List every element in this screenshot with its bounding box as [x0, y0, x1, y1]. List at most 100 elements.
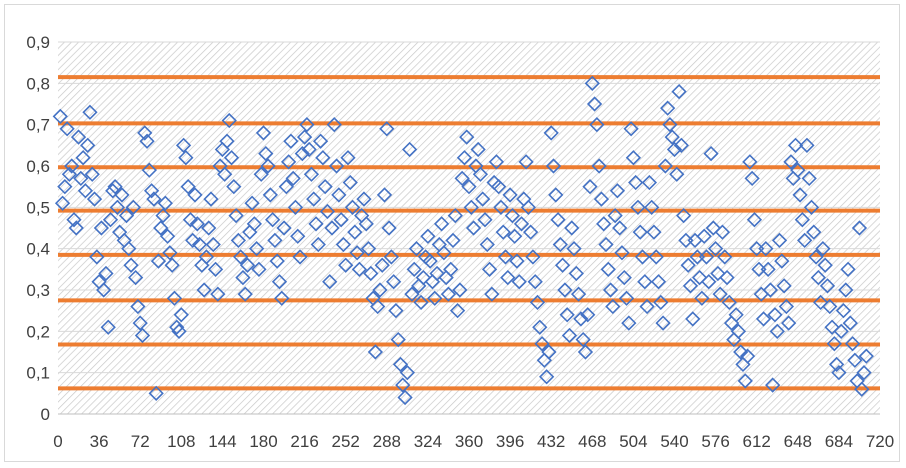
- x-tick-label: 468: [578, 432, 606, 451]
- data-point: [159, 228, 176, 244]
- data-point: [372, 282, 388, 298]
- data-point: [707, 241, 724, 257]
- data-point: [351, 261, 368, 277]
- data-point: [175, 137, 192, 153]
- data-point: [196, 282, 212, 298]
- data-point: [854, 381, 870, 397]
- y-tick-label: 0,9: [26, 33, 50, 52]
- y-tick-label: 0,6: [26, 157, 50, 176]
- data-point: [781, 315, 797, 331]
- data-point: [728, 307, 744, 323]
- data-point: [577, 344, 594, 360]
- data-point: [210, 286, 226, 302]
- data-point: [625, 150, 642, 166]
- data-point: [317, 179, 333, 195]
- data-point: [758, 241, 774, 257]
- data-point: [134, 327, 151, 344]
- data-point: [712, 286, 728, 302]
- data-point: [280, 154, 297, 170]
- data-point: [495, 224, 511, 240]
- data-point: [182, 212, 199, 228]
- x-tick-label: 72: [131, 432, 150, 451]
- data-point: [831, 365, 847, 381]
- data-point: [452, 282, 468, 298]
- data-point: [253, 166, 269, 182]
- data-point: [593, 191, 610, 207]
- data-point: [306, 191, 322, 207]
- data-point: [86, 191, 103, 207]
- data-point: [333, 212, 349, 228]
- y-tick-label: 0,3: [26, 281, 50, 300]
- data-point: [296, 129, 313, 145]
- data-point: [655, 315, 671, 331]
- data-point: [573, 311, 589, 327]
- data-point: [822, 298, 838, 315]
- data-point: [799, 137, 815, 153]
- data-point: [265, 212, 281, 228]
- data-point: [765, 377, 781, 393]
- data-point: [374, 257, 390, 273]
- data-point: [271, 274, 288, 290]
- data-point: [75, 150, 91, 166]
- data-point: [694, 290, 710, 306]
- data-point: [100, 319, 116, 335]
- data-point: [810, 269, 826, 286]
- data-point: [420, 228, 436, 244]
- data-point: [237, 286, 253, 302]
- data-point: [824, 319, 840, 335]
- data-point: [223, 150, 240, 166]
- data-point: [278, 179, 294, 195]
- data-point: [797, 232, 813, 249]
- data-point: [465, 220, 482, 236]
- data-point: [276, 220, 292, 236]
- y-tick-label: 0,7: [26, 116, 50, 135]
- data-point: [591, 158, 607, 174]
- data-point: [703, 145, 719, 162]
- data-point: [246, 216, 262, 232]
- data-point: [408, 241, 425, 257]
- data-point: [349, 245, 365, 261]
- data-point: [698, 249, 715, 265]
- data-point: [783, 154, 799, 170]
- data-point: [856, 365, 872, 381]
- data-point: [792, 187, 808, 203]
- data-point: [488, 154, 505, 170]
- data-point: [817, 257, 833, 273]
- data-point: [148, 385, 164, 401]
- data-point: [586, 96, 603, 112]
- data-point: [89, 249, 105, 265]
- data-point: [582, 179, 598, 195]
- data-point: [178, 150, 194, 166]
- y-tick-label: 0,4: [26, 240, 50, 259]
- x-tick-label: 108: [167, 432, 195, 451]
- data-point: [93, 220, 110, 236]
- data-point: [778, 298, 795, 315]
- data-point: [616, 269, 632, 286]
- data-point: [596, 216, 612, 232]
- data-point: [189, 216, 205, 232]
- data-point: [513, 216, 530, 232]
- data-point: [561, 327, 578, 344]
- x-tick-label: 216: [290, 432, 318, 451]
- data-point: [198, 249, 215, 265]
- data-point: [598, 236, 614, 253]
- data-point: [290, 228, 306, 244]
- data-point: [676, 207, 692, 224]
- data-point: [260, 158, 276, 174]
- data-point: [68, 220, 84, 236]
- data-point: [666, 141, 683, 158]
- data-point: [840, 261, 856, 277]
- data-point: [436, 245, 452, 261]
- data-point: [98, 265, 114, 282]
- data-point: [294, 145, 310, 162]
- x-tick-label: 684: [825, 432, 853, 451]
- data-point: [191, 236, 208, 253]
- data-point: [644, 199, 660, 215]
- data-point: [187, 187, 203, 203]
- data-point: [173, 307, 189, 323]
- data-point: [737, 373, 753, 389]
- data-point: [518, 154, 534, 170]
- data-point: [128, 269, 144, 286]
- data-point: [634, 249, 651, 265]
- data-point: [303, 166, 320, 182]
